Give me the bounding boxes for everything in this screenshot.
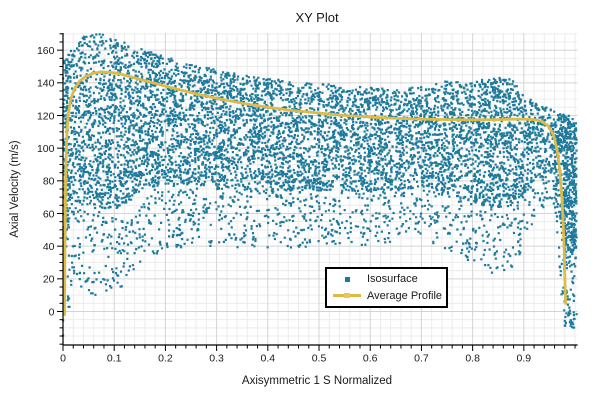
y-axis-title: Axial Velocity (m/s) [9,140,21,237]
x-tick-label: 0.8 [465,353,480,365]
x-tick-label: 0.6 [363,353,378,365]
y-tick-label: 40 [43,241,55,253]
y-tick-label: 100 [37,143,55,155]
legend-label-average-profile: Average Profile [367,289,443,302]
y-tick-label: 160 [37,45,55,57]
legend-label-isosurface: Isosurface [367,273,418,286]
legend-item-isosurface: Isosurface [331,271,442,287]
legend: Isosurface Average Profile [325,267,448,308]
y-tick-label: 80 [43,176,55,188]
y-tick-label: 60 [43,208,55,220]
chart-title: XY Plot [295,10,339,25]
y-tick-label: 120 [37,110,55,122]
x-tick-label: 0.1 [107,353,122,365]
x-tick-label: 0.5 [312,353,327,365]
x-tick-label: 0 [60,353,66,365]
x-tick-label: 0.2 [158,353,173,365]
x-tick-label: 0.7 [414,353,429,365]
y-tick-label: 0 [49,306,55,318]
x-tick-label: 0.9 [517,353,532,365]
y-tick-label: 140 [37,78,55,90]
x-tick-label: 0.4 [261,353,276,365]
average-profile-line-icon [331,291,363,301]
average-profile-line [63,70,567,317]
isosurface-marker-icon [331,274,363,284]
x-axis-title: Axisymmetric 1 S Normalized [242,375,392,387]
x-tick-label: 0.3 [209,353,224,365]
y-tick-label: 20 [43,274,55,286]
axes: 0 0.1 0.2 0.3 0.4 0.5 0.6 0.7 0.8 0.9 0 20 40 60 80 100… [37,33,578,365]
legend-item-average-profile: Average Profile [331,288,442,304]
isosurface-scatter-points [61,33,578,337]
